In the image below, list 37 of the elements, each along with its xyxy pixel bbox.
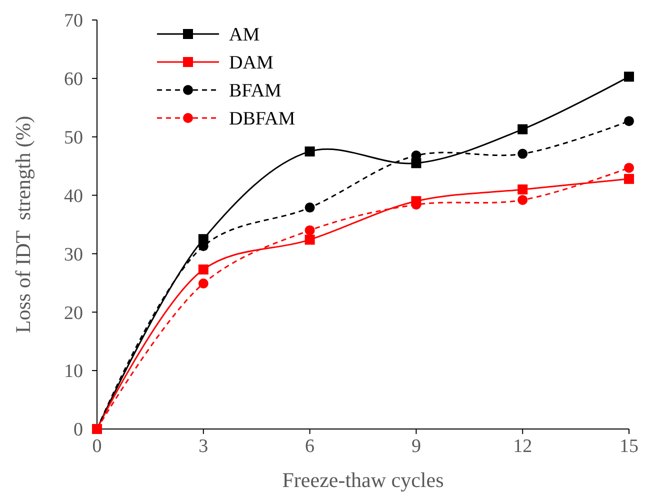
x-tick-label: 0 [92, 436, 102, 457]
point [518, 124, 528, 134]
x-tick-label: 15 [620, 436, 638, 457]
x-axis-title: Freeze-thaw cycles [282, 468, 444, 492]
point [304, 225, 315, 236]
y-tick-label: 0 [74, 420, 83, 441]
y-tick-label: 40 [64, 186, 83, 207]
y-tick-label: 60 [64, 69, 83, 90]
point [411, 196, 422, 206]
point [198, 234, 208, 244]
point [624, 162, 634, 173]
point [518, 148, 528, 159]
legend-label: AM [229, 24, 260, 46]
y-tick-label: 70 [64, 10, 83, 32]
x-tick-label: 12 [513, 436, 532, 457]
y-tick-label: 30 [64, 244, 83, 266]
y-tick-label: 10 [64, 361, 83, 382]
point [518, 184, 528, 194]
x-tick-label: 9 [411, 436, 421, 457]
legend-label: DBFAM [229, 108, 296, 130]
legend-label: BFAM [229, 80, 282, 102]
y-axis-title: Loss of IDT strength (%) [11, 116, 35, 334]
point [624, 116, 634, 126]
point [411, 158, 422, 168]
point [304, 146, 315, 156]
point [624, 174, 634, 184]
x-tick-label: 6 [305, 436, 315, 457]
point [304, 234, 315, 245]
point [198, 264, 208, 274]
y-tick-label: 20 [64, 302, 83, 324]
point [198, 278, 208, 289]
point [304, 202, 315, 213]
legend-label: DAM [229, 52, 274, 74]
y-tick-label: 50 [64, 128, 83, 149]
point [518, 194, 528, 205]
x-tick-label: 3 [198, 436, 208, 457]
point [624, 72, 634, 82]
